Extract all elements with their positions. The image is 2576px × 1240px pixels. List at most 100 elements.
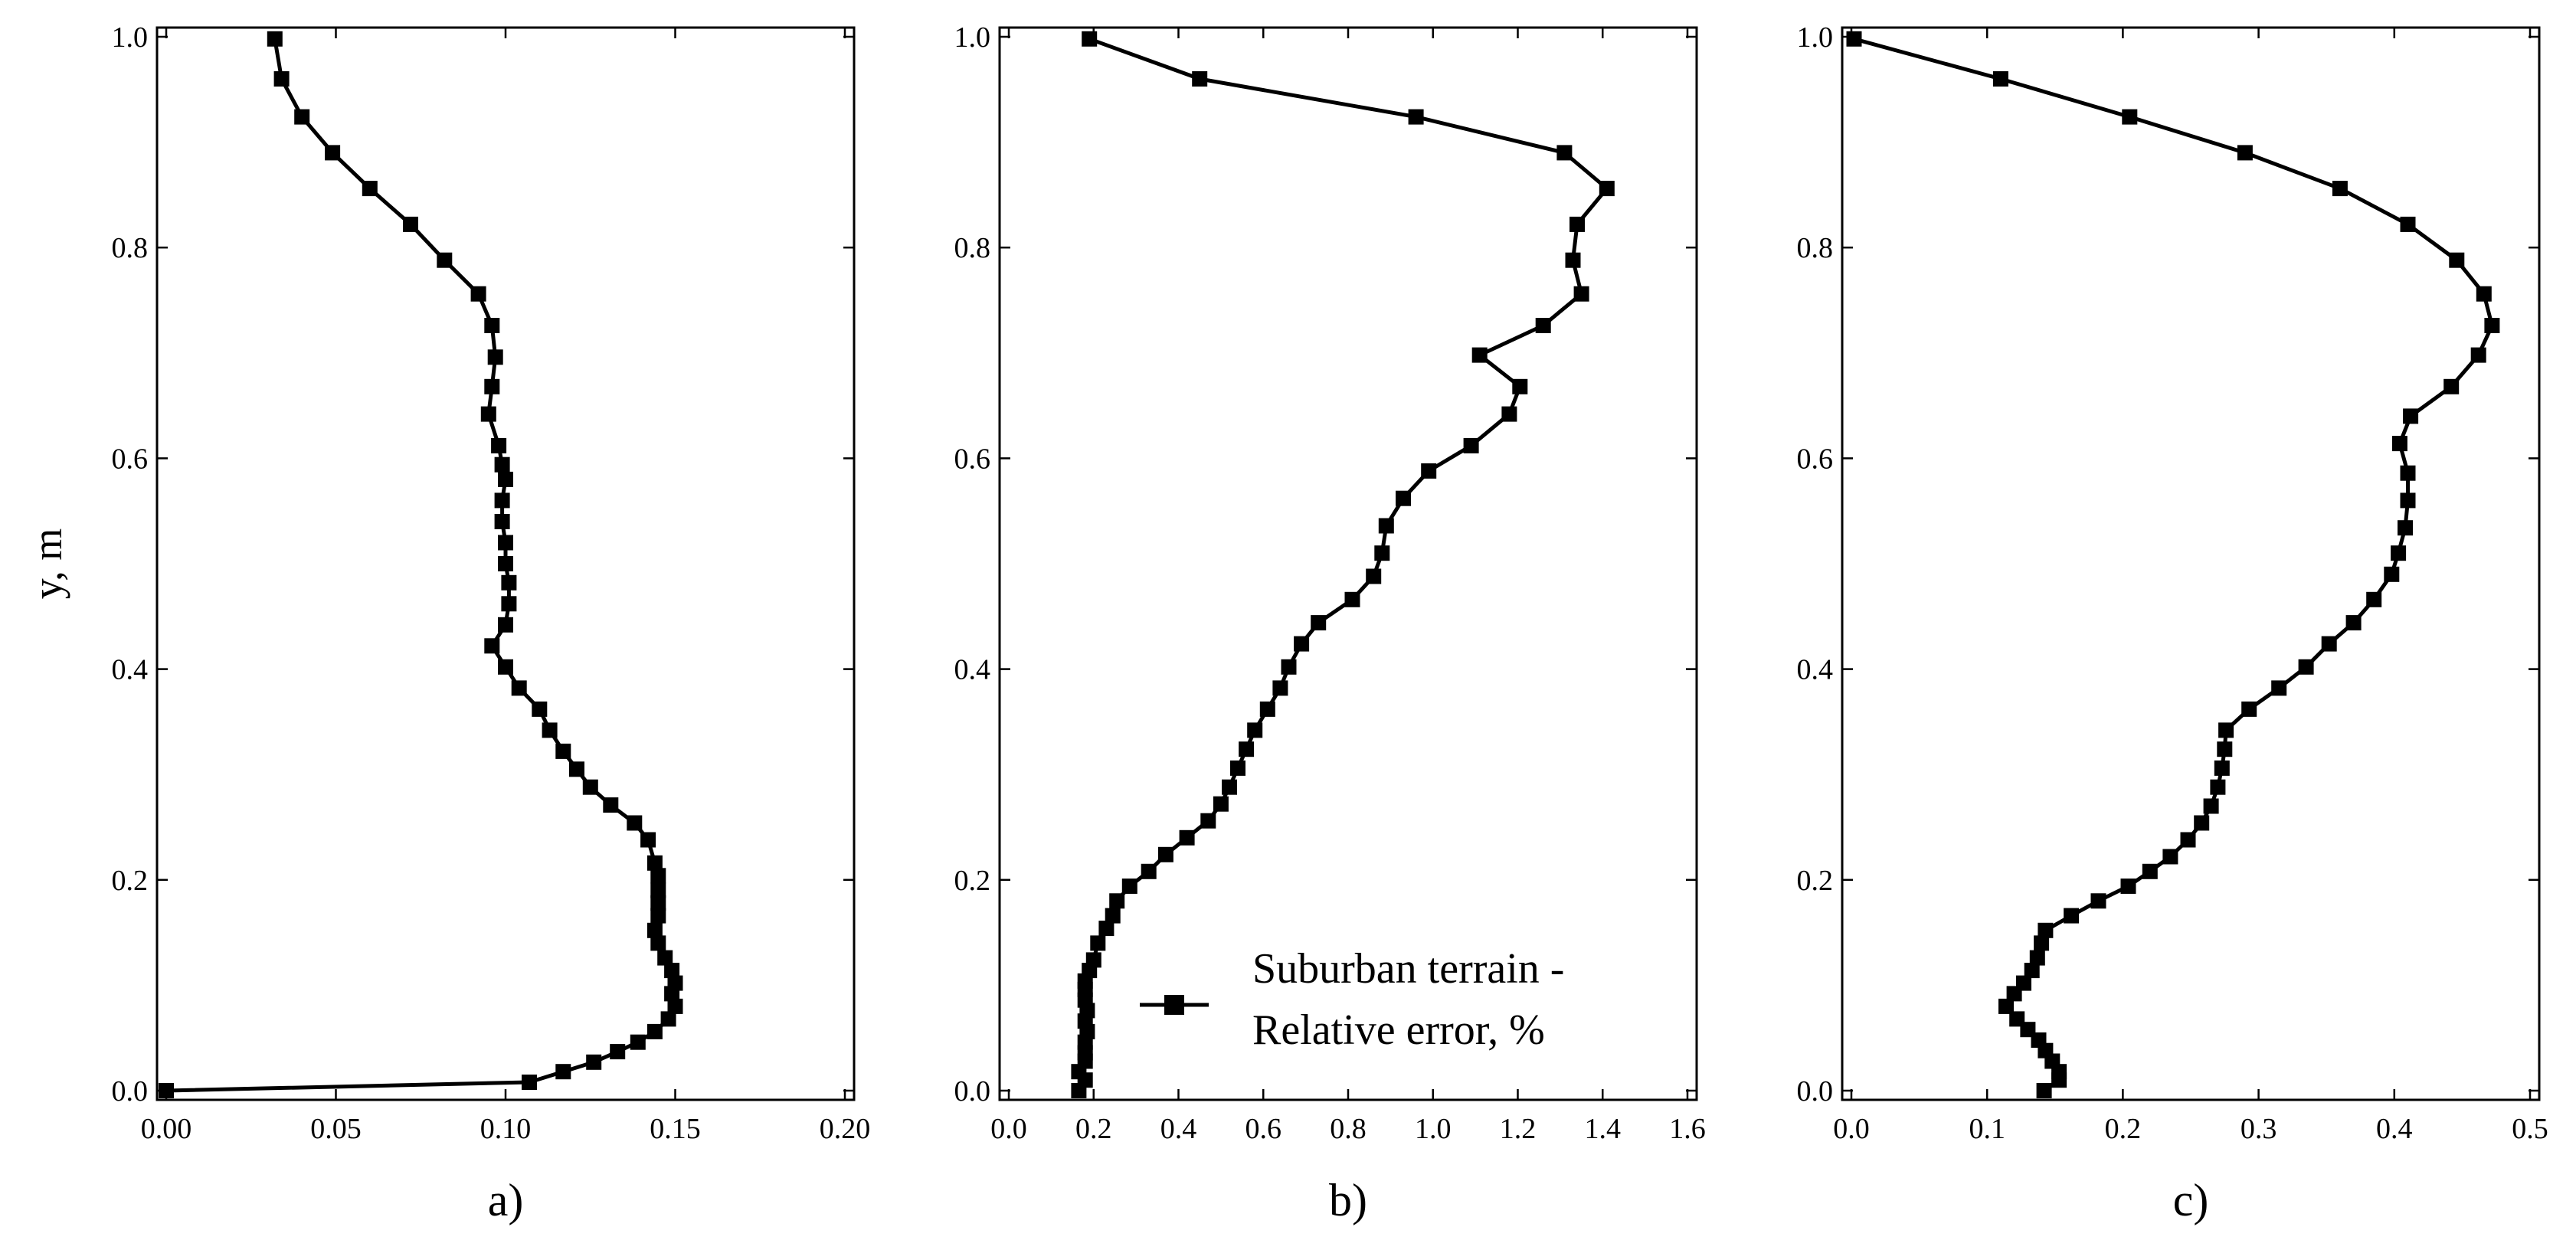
panel-a-data-point [494, 456, 510, 473]
panel-b-data-point [1179, 829, 1195, 846]
panel-b-y-tick-label: 0.6 [954, 443, 991, 475]
panel-a-data-point [501, 574, 517, 591]
panel-b-data-point [1085, 952, 1101, 968]
panel-b-x-tick-labels: 0.0 0.2 0.4 0.6 0.8 1.0 1.2 1.4 1.6 [990, 1113, 1706, 1145]
panel-b-data-point [1512, 378, 1528, 394]
panel-b-y-tick-label: 0.8 [954, 232, 991, 264]
panel-a-data-point [480, 406, 496, 422]
panel-b-y-tick-label: 0.4 [954, 654, 991, 686]
panel-c-data-point [2398, 520, 2413, 536]
panel-c-x-tick-label: 0.3 [2240, 1113, 2277, 1145]
panel-c-data-point [2024, 963, 2040, 979]
panel-c-x-tick-labels: 0.0 0.1 0.2 0.3 0.4 0.5 [1833, 1113, 2548, 1145]
panel-c-data-point [2391, 545, 2407, 561]
panel-b-data-point [1109, 893, 1125, 909]
panel-b-data-point [1222, 779, 1237, 795]
panel-a-x-tick-label: 0.10 [480, 1113, 532, 1145]
panel-b-data-point [1281, 659, 1297, 675]
panel-c-data-point [2090, 893, 2106, 909]
panel-b-data-point [1141, 863, 1157, 879]
panel-a-data-point [437, 252, 453, 268]
panel-c-y-tick-label: 0.6 [1797, 443, 1834, 475]
panel-b-data-point [1213, 796, 1229, 812]
panel-b-data-point [1259, 701, 1275, 717]
panel-a-data-point [630, 1034, 646, 1050]
panel-a-y-tick-label: 1.0 [112, 21, 149, 54]
panel-a-data-point [498, 617, 513, 633]
panel-b-x-tick-label: 1.0 [1415, 1113, 1452, 1145]
panel-c-x-tick-label: 0.5 [2512, 1113, 2548, 1145]
panel-a-data-point [403, 216, 418, 232]
panel-c-label: c) [2173, 1175, 2209, 1225]
panel-a-data-point [667, 975, 683, 991]
panel-a-data-point [650, 895, 666, 911]
panel-a-data-point [294, 109, 310, 125]
panel-b-data-point [1311, 615, 1327, 631]
panel-b-data-point [1157, 846, 1173, 862]
panel-a-label: a) [488, 1175, 524, 1225]
panel-a-y-tick-label: 0.0 [112, 1075, 149, 1107]
panel-b-data-point [1565, 252, 1581, 268]
panel-c-data-point [2403, 408, 2419, 424]
panel-c-data-point [2384, 566, 2400, 582]
panel-c-data-point [2180, 832, 2196, 848]
panel-c-x-tick-label: 0.0 [1833, 1113, 1870, 1145]
panel-c-data-point [2120, 878, 2136, 895]
panel-a-y-tick-label: 0.2 [112, 865, 149, 897]
panel-b-ticks [1000, 28, 1697, 1100]
panel-b-data-point [1294, 636, 1310, 652]
panel-b-data-point [1421, 463, 1437, 479]
legend: Suburban terrain - Relative error, % [1140, 945, 1564, 1054]
panel-c-data-point [2345, 615, 2362, 631]
panel-b-data-point [1272, 680, 1288, 696]
panel-b-label: b) [1329, 1175, 1367, 1225]
panel-a-y-tick-label: 0.4 [112, 654, 149, 686]
panel-a-data-point [650, 882, 666, 898]
panel-c-series [1846, 31, 2500, 1098]
panel-b-data-point [1501, 406, 1517, 422]
panel-c-data-point [2400, 216, 2416, 232]
panel-b-data-point [1378, 518, 1394, 534]
panel-b-data-point [1374, 545, 1390, 561]
panel-b-x-tick-label: 0.6 [1245, 1113, 1282, 1145]
panel-c-data-point [2210, 779, 2226, 795]
panel-b-data-point [1192, 71, 1208, 87]
panel-c-data-point [2321, 636, 2337, 652]
panel-a-data-point [522, 1075, 537, 1090]
panel-b-y-tick-labels: 0.0 0.2 0.4 0.6 0.8 1.0 [954, 21, 991, 1107]
panel-a-data-point [501, 596, 517, 612]
panel-b-data-point [1121, 878, 1137, 895]
panel-c-data-point [2391, 436, 2407, 452]
panel-b-x-tick-label: 0.2 [1075, 1113, 1112, 1145]
panel-a-x-tick-label: 0.15 [650, 1113, 701, 1145]
panel-c-data-point [2400, 465, 2416, 481]
panel-b-data-point [1098, 921, 1115, 937]
panel-c-data-point [2194, 815, 2210, 831]
panel-a-data-point [325, 145, 341, 161]
panel-a-data-point [498, 556, 513, 571]
panel-c-data-point [2271, 680, 2287, 696]
panel-a-data-point [484, 638, 500, 654]
panel-c-data-point [2400, 492, 2416, 509]
panel-c-x-tick-label: 0.2 [2105, 1113, 2142, 1145]
panel-b-data-point [1408, 109, 1424, 125]
panel-b-x-tick-label: 0.0 [990, 1113, 1027, 1145]
panel-b-data-point [1239, 741, 1255, 757]
panel-b-data-point [1599, 181, 1615, 197]
panel-a-data-point [664, 963, 680, 979]
panel-b-x-tick-label: 0.8 [1330, 1113, 1367, 1145]
panel-c-data-point [2484, 318, 2500, 333]
panel-b: 0.0 0.2 0.4 0.6 0.8 1.0 1.2 1.4 1.6 0.0 0.2 0.4 0.6… [954, 21, 1706, 1225]
panel-a-y-tick-label: 0.8 [112, 232, 149, 264]
legend-label-line-2: Relative error, % [1252, 1006, 1545, 1054]
panel-c-y-tick-label: 0.8 [1797, 232, 1834, 264]
panel-a-data-point [542, 722, 558, 738]
panel-c-x-tick-label: 0.4 [2376, 1113, 2413, 1145]
panel-a-data-point [484, 378, 500, 394]
panel-a-series [159, 31, 683, 1098]
panel-a-data-point [660, 1011, 676, 1027]
panel-a-data-point [498, 471, 513, 487]
panel-b-data-point [1463, 437, 1479, 453]
